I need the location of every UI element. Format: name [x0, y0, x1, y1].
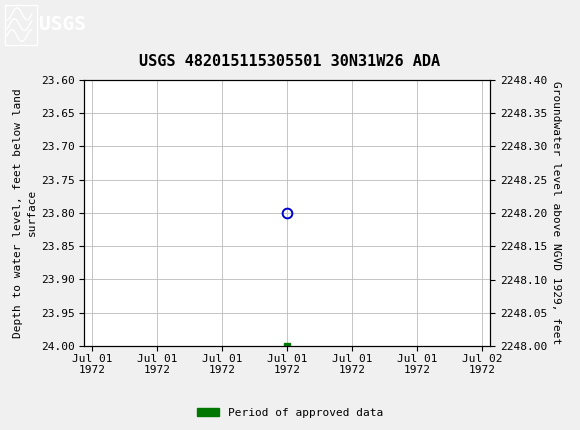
- Text: USGS: USGS: [39, 15, 86, 34]
- Y-axis label: Groundwater level above NGVD 1929, feet: Groundwater level above NGVD 1929, feet: [551, 81, 561, 344]
- Text: USGS 482015115305501 30N31W26 ADA: USGS 482015115305501 30N31W26 ADA: [139, 54, 441, 69]
- Bar: [5, 5, 37, 45]
- Legend: Period of approved data: Period of approved data: [193, 403, 387, 422]
- Y-axis label: Depth to water level, feet below land
surface: Depth to water level, feet below land su…: [13, 88, 37, 338]
